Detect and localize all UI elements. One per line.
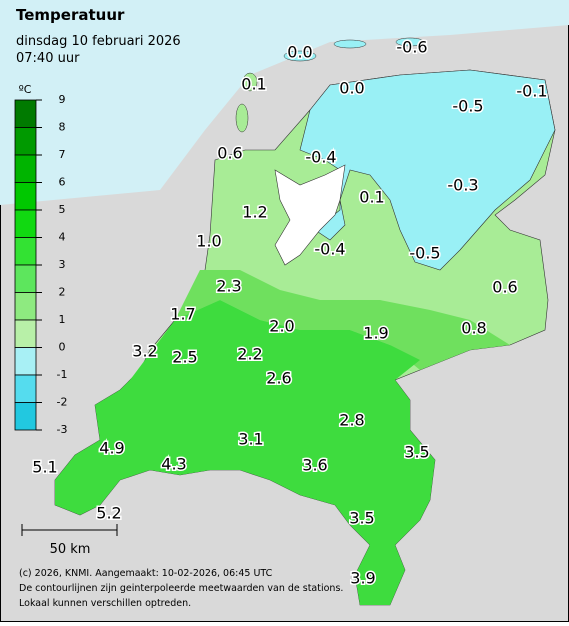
legend-swatch <box>14 99 37 128</box>
station-value: -0.5 <box>409 244 440 263</box>
zone-mid <box>175 270 510 370</box>
legend-label: 3 <box>59 258 66 271</box>
legend-swatch <box>14 319 37 348</box>
time: 07:40 uur <box>16 51 80 66</box>
legend-swatch <box>14 182 37 211</box>
station-value: 2.0 <box>269 317 294 336</box>
legend-label: 8 <box>59 121 66 134</box>
legend-label: 1 <box>59 313 66 326</box>
station-value: 3.1 <box>238 430 263 449</box>
island <box>283 50 317 62</box>
legend-swatch <box>14 402 37 431</box>
station-value: 0.1 <box>241 75 266 94</box>
legend-swatch <box>14 264 37 293</box>
station-value: 2.5 <box>172 348 197 367</box>
station-value: 2.8 <box>339 411 364 430</box>
sea <box>0 0 569 205</box>
zone-south <box>55 300 435 605</box>
station-value: -0.3 <box>447 176 478 195</box>
legend-label: 5 <box>59 203 66 216</box>
station-value: 5.2 <box>96 504 121 523</box>
station-value: 2.3 <box>216 277 241 296</box>
legend-label: 0 <box>59 341 66 354</box>
station-value: 3.2 <box>132 342 157 361</box>
footer: De contourlijnen zijn geinterpoleerde me… <box>19 583 343 594</box>
station-value: -0.5 <box>452 97 483 116</box>
station-value: 0.6 <box>217 144 242 163</box>
station-value: -0.6 <box>396 38 427 57</box>
station-value: -0.4 <box>314 240 345 259</box>
station-value: 3.6 <box>302 456 327 475</box>
legend-label: -1 <box>57 368 68 381</box>
station-value: 5.1 <box>32 458 57 477</box>
legend-label: -3 <box>57 423 68 436</box>
station-value: 3.5 <box>349 509 374 528</box>
date: dinsdag 10 februari 2026 <box>16 34 181 49</box>
legend-label: 7 <box>59 148 66 161</box>
station-value: 0.1 <box>359 188 384 207</box>
legend-swatch <box>14 154 37 183</box>
legend-swatch <box>14 127 37 156</box>
island <box>242 72 258 92</box>
station-value: 0.8 <box>461 319 486 338</box>
station-value: 0.6 <box>492 278 517 297</box>
station-value: 3.5 <box>404 443 429 462</box>
station-value: 4.3 <box>161 455 186 474</box>
legend-label: 6 <box>59 176 66 189</box>
zone-cold <box>299 69 556 271</box>
legend-swatch <box>14 347 37 376</box>
legend-swatch <box>14 237 37 266</box>
legend-label: -2 <box>57 396 68 409</box>
station-value: -0.4 <box>305 148 336 167</box>
station-value: 1.2 <box>242 203 267 222</box>
station-value: 3.9 <box>350 569 375 588</box>
footer: Lokaal kunnen verschillen optreden. <box>19 598 191 609</box>
station-value: 4.9 <box>99 439 124 458</box>
legend-swatch <box>14 374 37 403</box>
station-value: 0.0 <box>287 43 312 62</box>
scale-label: 50 km <box>50 542 91 557</box>
island <box>235 103 249 133</box>
legend-label: 9 <box>59 93 66 106</box>
station-value: 0.0 <box>339 79 364 98</box>
legend-label: 4 <box>59 231 66 244</box>
station-value: 1.9 <box>363 324 388 343</box>
station-value: 2.2 <box>237 345 262 364</box>
footer: (c) 2026, KNMI. Aangemaakt: 10-02-2026, … <box>19 568 273 579</box>
island <box>333 39 367 49</box>
station-value: 2.6 <box>266 369 291 388</box>
island <box>395 37 425 47</box>
legend-swatch <box>14 292 37 321</box>
title: Temperatuur <box>16 6 125 24</box>
legend-unit: ºC <box>19 83 32 96</box>
station-value: 1.7 <box>170 305 195 324</box>
station-value: 1.0 <box>196 232 221 251</box>
legend-swatch <box>14 209 37 238</box>
station-value: -0.1 <box>516 82 547 101</box>
lake <box>274 164 346 266</box>
legend-label: 2 <box>59 286 66 299</box>
